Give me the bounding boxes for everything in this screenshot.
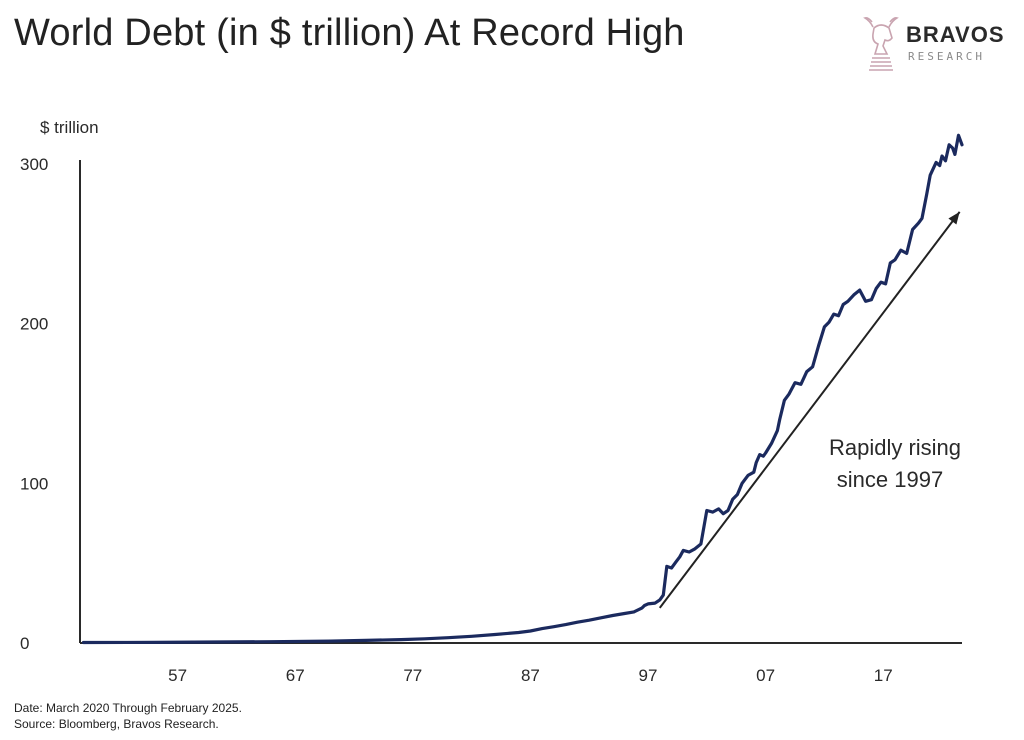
brand-logo: BRAVOS RESEARCH	[862, 14, 1022, 80]
trend-arrow-head	[948, 211, 960, 225]
y-axis-unit-label: $ trillion	[40, 118, 99, 137]
x-tick-label: 07	[756, 666, 775, 685]
annotation-text-line2: since 1997	[837, 467, 943, 492]
x-tick-label: 67	[286, 666, 305, 685]
y-tick-label: 0	[20, 634, 29, 653]
x-tick-label: 77	[403, 666, 422, 685]
x-tick-label: 17	[874, 666, 893, 685]
footer: Date: March 2020 Through February 2025. …	[14, 700, 242, 732]
y-tick-label: 200	[20, 315, 48, 334]
line-chart: $ trillion 0 100 200 300 57 67 77 87 97 07 17 Rapi…	[20, 118, 964, 685]
annotation-text-line1: Rapidly rising	[829, 435, 961, 460]
series-line	[81, 133, 964, 645]
logo-sub-text: RESEARCH	[908, 50, 985, 63]
x-tick-label: 57	[168, 666, 187, 685]
x-tick-label: 97	[639, 666, 658, 685]
bull-chess-knight-icon	[863, 17, 899, 71]
logo-brand-text: BRAVOS	[906, 22, 1005, 47]
y-tick-label: 100	[20, 474, 48, 493]
footer-date-note: Date: March 2020 Through February 2025.	[14, 701, 242, 715]
footer-source: Source: Bloomberg, Bravos Research.	[14, 717, 219, 731]
y-tick-label: 300	[20, 155, 48, 174]
x-tick-label: 87	[521, 666, 540, 685]
trend-arrow-line	[658, 211, 961, 609]
chart-title: World Debt (in $ trillion) At Record Hig…	[14, 12, 685, 54]
